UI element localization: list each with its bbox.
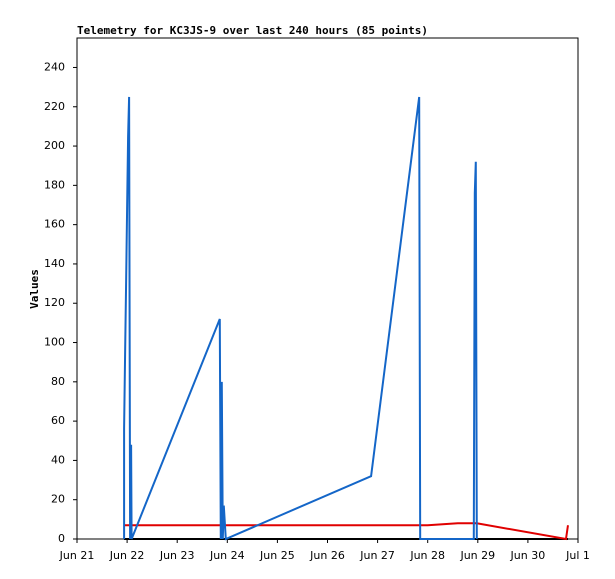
x-tick-label: Jun 27: [359, 549, 395, 562]
y-tick-label: 120: [44, 296, 65, 309]
x-tick-label: Jun 24: [209, 549, 245, 562]
y-tick-label: 220: [44, 100, 65, 113]
y-tick-label: 20: [51, 493, 65, 506]
y-tick-label: 200: [44, 139, 65, 152]
x-tick-label: Jun 22: [109, 549, 145, 562]
series-line: [123, 96, 478, 541]
x-tick-label: Jun 23: [159, 549, 195, 562]
y-tick-label: 140: [44, 257, 65, 270]
y-tick-label: 40: [51, 453, 65, 466]
y-tick-label: 100: [44, 336, 65, 349]
x-tick-label: Jul 1: [565, 549, 590, 562]
y-tick-label: 180: [44, 178, 65, 191]
y-tick-label: 240: [44, 60, 65, 73]
x-tick-label: Jun 26: [309, 549, 345, 562]
y-tick-label: 160: [44, 218, 65, 231]
x-tick-label: Jun 21: [59, 549, 95, 562]
y-tick-label: 0: [58, 532, 65, 545]
x-tick-label: Jun 28: [409, 549, 445, 562]
y-tick-label: 80: [51, 375, 65, 388]
series-line: [124, 522, 569, 541]
x-tick-label: Jun 29: [459, 549, 495, 562]
chart-title: Telemetry for KC3JS-9 over last 240 hour…: [77, 24, 428, 37]
x-tick-label: Jun 25: [259, 549, 295, 562]
y-tick-label: 60: [51, 414, 65, 427]
x-tick-label: Jun 30: [510, 549, 546, 562]
plot-frame: [76, 37, 579, 540]
y-axis-label: Values: [28, 269, 41, 309]
